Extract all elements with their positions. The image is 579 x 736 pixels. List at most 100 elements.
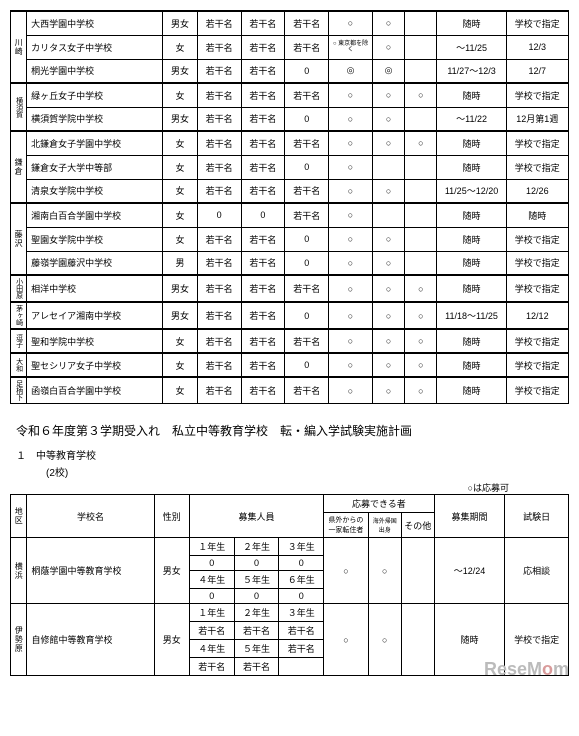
- grade-cell: 若干名: [279, 622, 324, 640]
- cell: 若干名: [241, 377, 285, 404]
- mark-cell: ◎: [329, 59, 373, 83]
- mark-cell: ○: [329, 83, 373, 107]
- mark-cell: ○: [405, 275, 437, 302]
- school-cell: 自修館中等教育学校: [27, 604, 154, 676]
- mark-cell: [405, 155, 437, 179]
- cell: 女: [163, 329, 198, 353]
- cell: 女: [163, 179, 198, 203]
- cell: 若干名: [241, 83, 285, 107]
- cell: 若干名: [241, 107, 285, 131]
- cell: 若干名: [285, 11, 329, 35]
- cell: 0: [241, 203, 285, 227]
- grade-cell: １年生: [189, 538, 234, 556]
- school-cell: アレセイア湘南中学校: [27, 302, 163, 329]
- cell: 男女: [163, 302, 198, 329]
- mark-cell: ○: [329, 302, 373, 329]
- cell: 若干名: [241, 275, 285, 302]
- school-cell: 桐光学園中学校: [27, 59, 163, 83]
- cell: 若干名: [241, 131, 285, 155]
- cell: 学校で指定: [506, 251, 568, 275]
- table-row: 藤嶺学園藤沢中学校男若干名若干名0○○随時学校で指定: [11, 251, 569, 275]
- hdr-school: 学校名: [27, 495, 154, 538]
- mark-cell: ○ 東京都を除く: [329, 35, 373, 59]
- grade-cell: 0: [234, 556, 279, 571]
- mark-cell: ○: [329, 275, 373, 302]
- cell: 若干名: [197, 302, 241, 329]
- table-row: 鎌倉女子大学中等部女若干名若干名0○随時学校で指定: [11, 155, 569, 179]
- cell: 学校で指定: [506, 83, 568, 107]
- schools-table-1: 川崎大西学園中学校男女若干名若干名若干名○○随時学校で指定カリタス女子中学校女若…: [10, 10, 569, 404]
- grade-cell: ６年生: [279, 571, 324, 589]
- cell: 男女: [154, 538, 189, 604]
- school-cell: カリタス女子中学校: [27, 35, 163, 59]
- cell: 若干名: [241, 59, 285, 83]
- grade-cell: ３年生: [279, 538, 324, 556]
- cell: 0: [285, 227, 329, 251]
- hdr-e2: 海外帰国出身: [368, 513, 401, 538]
- school-cell: 湘南白百合学園中学校: [27, 203, 163, 227]
- grade-cell: 0: [189, 589, 234, 604]
- table-row: 藤沢湘南白百合学園中学校女00若干名○随時随時: [11, 203, 569, 227]
- mark-cell: [405, 251, 437, 275]
- cell: [401, 604, 434, 676]
- region-cell: 足柄下: [11, 377, 27, 404]
- cell: 0: [285, 251, 329, 275]
- cell: 若干名: [285, 377, 329, 404]
- cell: 随時: [437, 353, 506, 377]
- cell: 女: [163, 83, 198, 107]
- table-row: 横浜桐蔭学園中等教育学校男女１年生２年生３年生○○～12/24応相談: [11, 538, 569, 556]
- cell: 12/12: [506, 302, 568, 329]
- grade-cell: １年生: [189, 604, 234, 622]
- mark-cell: [405, 203, 437, 227]
- table-row: 聖園女学院中学校女若干名若干名0○○随時学校で指定: [11, 227, 569, 251]
- hdr-recruit: 募集人員: [189, 495, 323, 538]
- hdr-exam: 試験日: [505, 495, 569, 538]
- school-cell: 北鎌倉女子学園中学校: [27, 131, 163, 155]
- hdr-e3: その他: [401, 513, 434, 538]
- cell: 若干名: [285, 329, 329, 353]
- cell: 随時: [437, 131, 506, 155]
- cell: 11/27～12/3: [437, 59, 506, 83]
- cell: 随時: [437, 11, 506, 35]
- school-cell: 函嶺白百合学園中学校: [27, 377, 163, 404]
- mark-cell: ○: [329, 155, 373, 179]
- cell: 随時: [437, 155, 506, 179]
- cell: 若干名: [285, 275, 329, 302]
- mark-cell: ○: [372, 329, 404, 353]
- mark-cell: [372, 155, 404, 179]
- region-cell: 伊勢原: [11, 604, 27, 676]
- mark-cell: ○: [372, 227, 404, 251]
- region-cell: 川崎: [11, 11, 27, 83]
- cell: 0: [285, 353, 329, 377]
- mark-cell: ○: [329, 329, 373, 353]
- cell: 女: [163, 353, 198, 377]
- grade-cell: 若干名: [234, 622, 279, 640]
- hdr-eligible: 応募できる者: [324, 495, 435, 513]
- cell: 女: [163, 35, 198, 59]
- region-cell: 横須賀: [11, 83, 27, 131]
- cell: 女: [163, 203, 198, 227]
- cell: 男女: [163, 275, 198, 302]
- cell: ～11/22: [437, 107, 506, 131]
- cell: 若干名: [197, 155, 241, 179]
- cell: 学校で指定: [506, 11, 568, 35]
- region-cell: 茅ヶ崎: [11, 302, 27, 329]
- table-row: 足柄下函嶺白百合学園中学校女若干名若干名若干名○○○随時学校で指定: [11, 377, 569, 404]
- mark-cell: ○: [329, 203, 373, 227]
- cell: 若干名: [241, 11, 285, 35]
- school-cell: 聖セシリア女子中学校: [27, 353, 163, 377]
- school-cell: 聖園女学院中学校: [27, 227, 163, 251]
- cell: 若干名: [285, 131, 329, 155]
- cell: 若干名: [241, 353, 285, 377]
- cell: 男: [163, 251, 198, 275]
- cell: 12月第1週: [506, 107, 568, 131]
- grade-cell: 0: [189, 556, 234, 571]
- cell: 女: [163, 131, 198, 155]
- mark-cell: ○: [405, 377, 437, 404]
- cell: 若干名: [197, 377, 241, 404]
- cell: 随時: [437, 227, 506, 251]
- cell: ～11/25: [437, 35, 506, 59]
- grade-cell: ２年生: [234, 604, 279, 622]
- cell: 応相談: [505, 538, 569, 604]
- cell: 若干名: [197, 59, 241, 83]
